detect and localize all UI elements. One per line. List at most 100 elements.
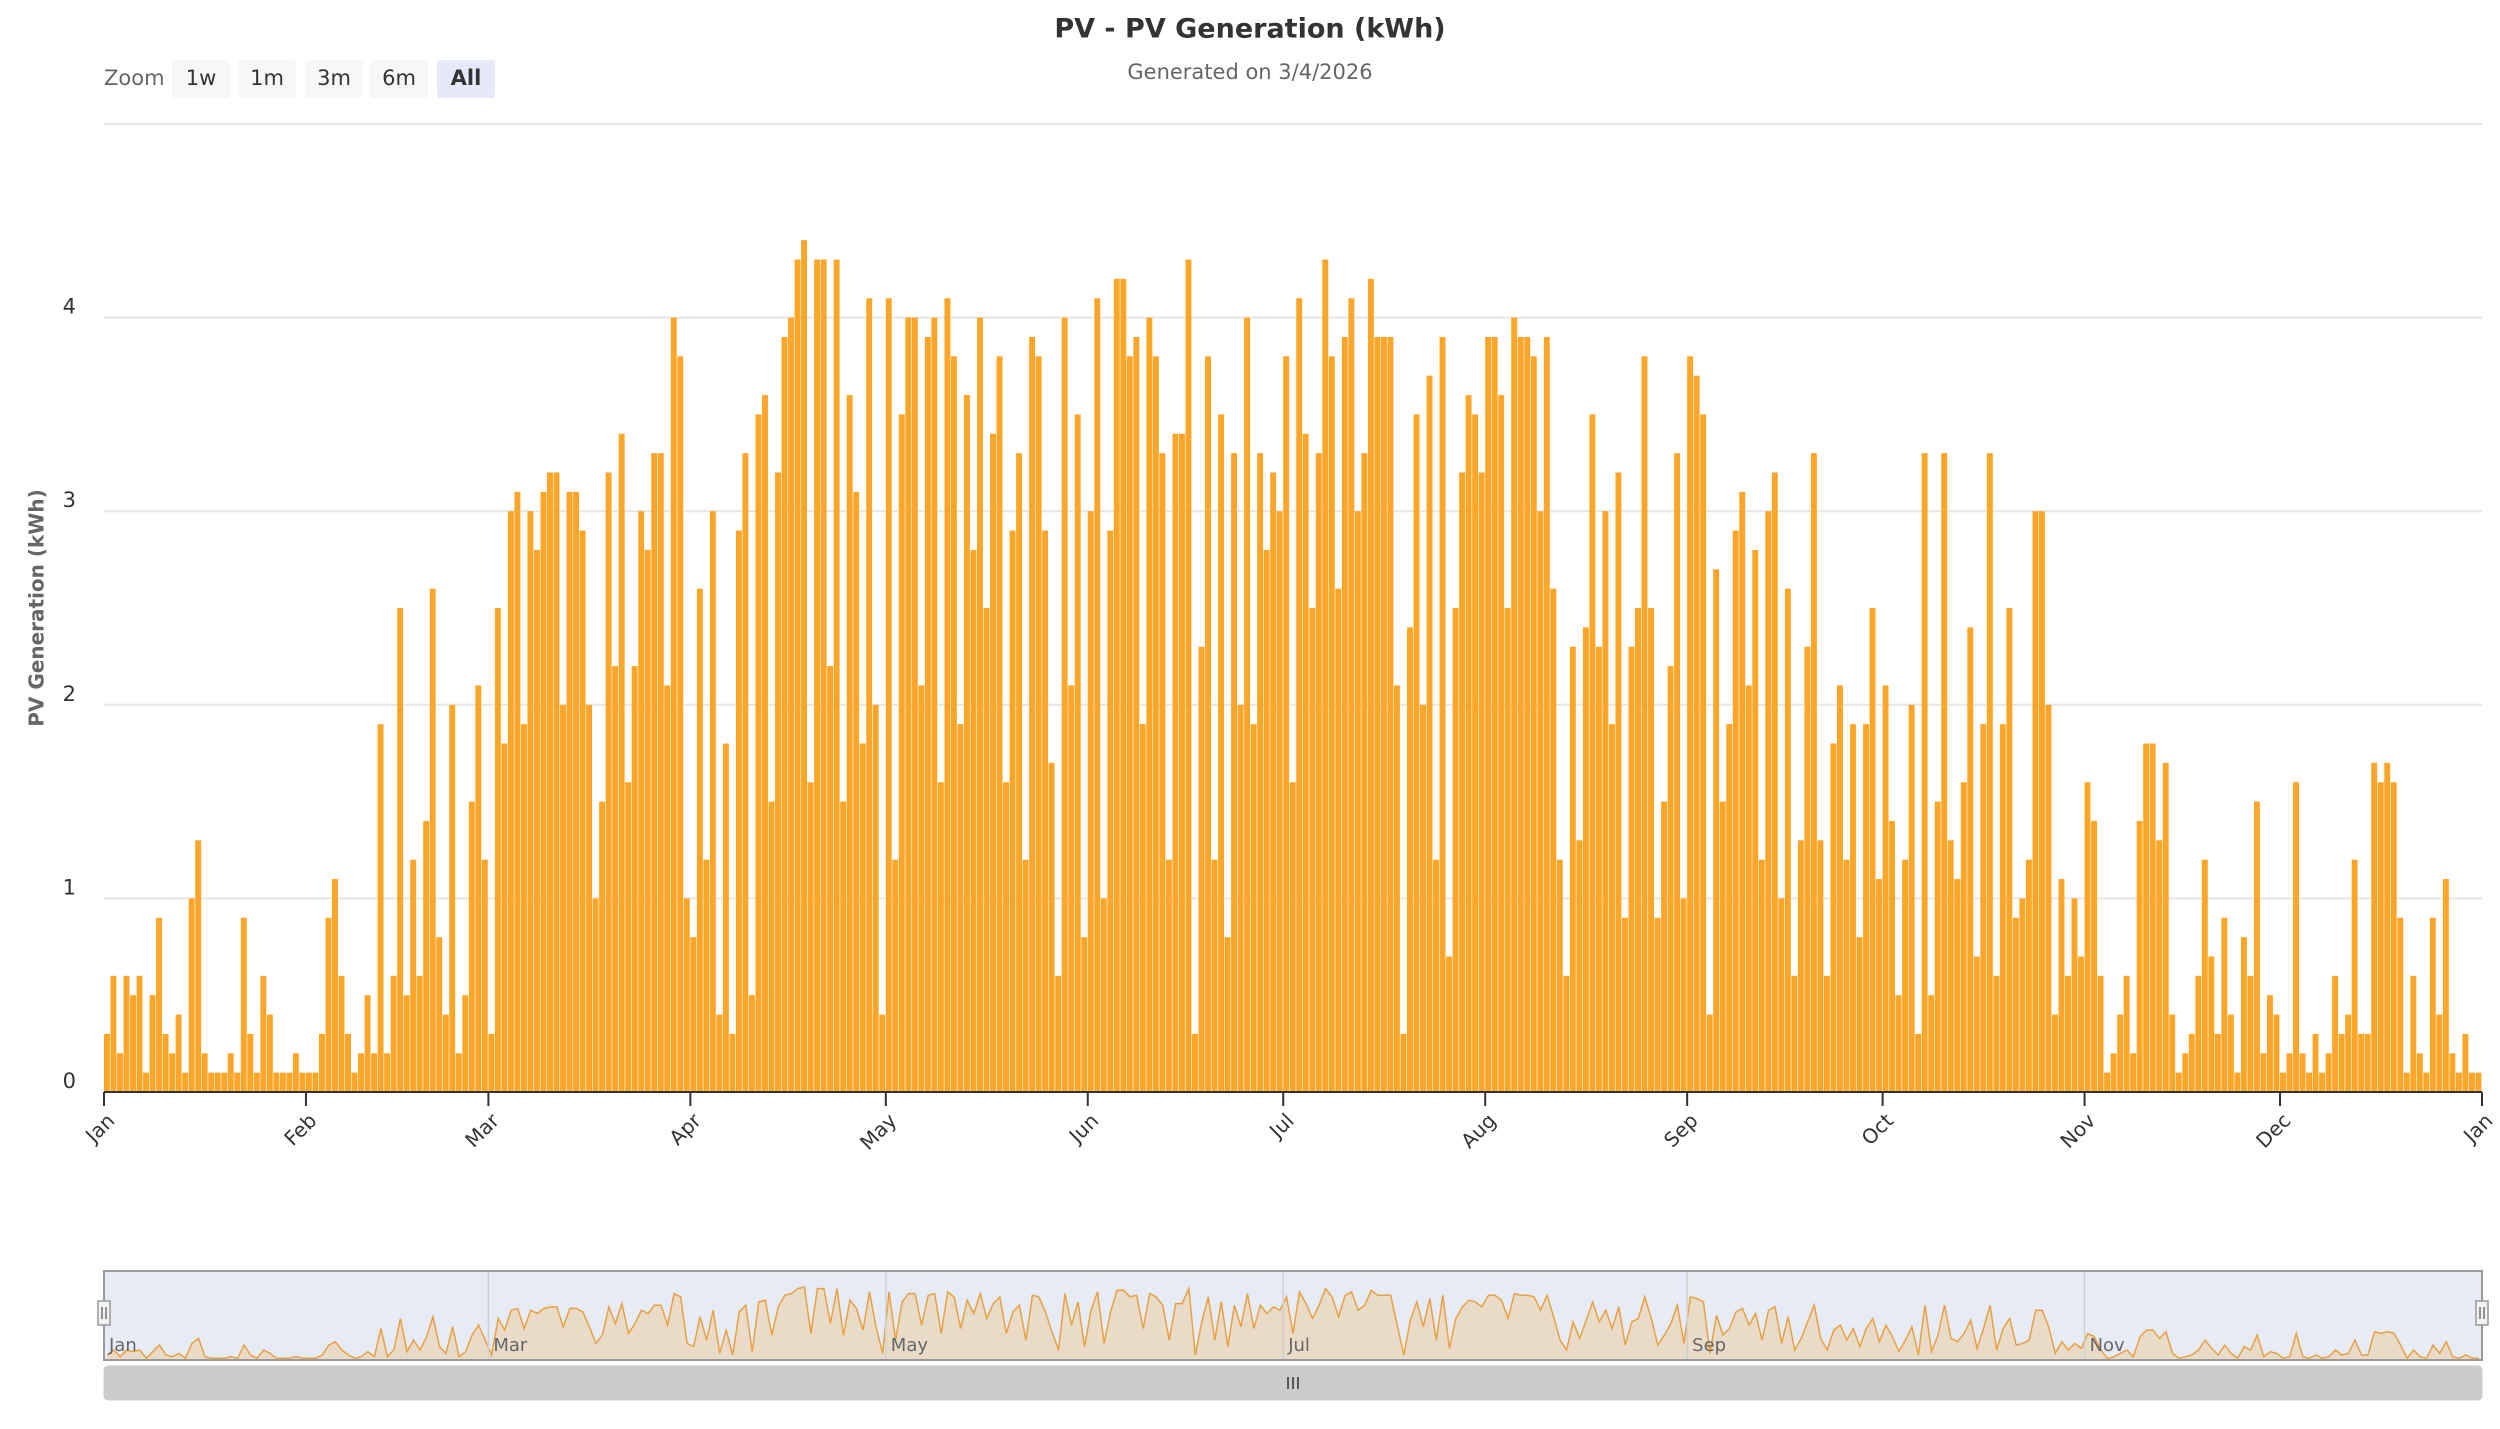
y-tick-label: 4 [63,295,76,319]
bar [286,1072,293,1092]
bar [781,336,788,1093]
bar [638,511,645,1092]
bar [1921,453,1928,1092]
zoom-label: Zoom [104,66,165,90]
bar [1185,259,1192,1092]
bar [1941,453,1948,1092]
zoom-button-label[interactable]: 6m [382,66,416,90]
bar [1837,685,1843,1092]
bar [1322,259,1329,1092]
bar [2332,975,2339,1092]
bar [312,1072,319,1092]
navigator-tick-label: Sep [1692,1335,1726,1356]
bar [2110,1053,2117,1092]
bar [879,1014,886,1092]
y-tick-label: 0 [63,1069,76,1093]
bar [762,395,768,1092]
bar [397,608,404,1092]
bar [990,433,996,1092]
bar [1407,627,1413,1092]
zoom-button-label[interactable]: 1m [250,66,284,90]
zoom-button[interactable] [172,60,230,98]
bar [416,975,423,1092]
bar [1126,356,1133,1092]
bar [1902,859,1909,1092]
bar [1915,1033,1922,1092]
x-tick-label: Jan [2457,1108,2497,1148]
bar [1315,453,1322,1092]
zoom-button-label[interactable]: All [451,66,482,90]
bar [1739,491,1746,1093]
bar [1830,743,1837,1092]
bar [2019,898,2026,1092]
bar [2201,859,2208,1092]
bar [279,1072,286,1092]
bar [2097,975,2104,1092]
bar [853,491,860,1093]
bar [1498,395,1505,1092]
bar [234,1072,241,1092]
zoom-button-label[interactable]: 3m [317,66,351,90]
bar [618,433,625,1092]
bar [729,1033,736,1092]
bar [2130,1053,2137,1092]
bar [566,491,573,1093]
bar [1491,336,1498,1093]
bar [507,511,514,1092]
bar [2221,917,2228,1092]
bar [2410,975,2417,1092]
bar [1999,724,2006,1092]
bar [827,666,834,1092]
bar [937,782,944,1092]
bar [1048,762,1055,1092]
bar [240,917,247,1092]
zoom-button[interactable] [370,60,428,98]
bar [1120,278,1127,1092]
bar [1472,414,1479,1092]
navigator-handle[interactable] [2475,1300,2489,1326]
bar [1250,724,1257,1092]
x-tick-label: Feb [279,1108,321,1150]
x-tick-label: Nov [2055,1108,2100,1153]
bar [1556,859,1563,1092]
bar [2123,975,2130,1092]
bar [1810,453,1817,1092]
bar [1622,917,1628,1092]
y-tick-label: 3 [63,488,76,512]
bar [325,917,332,1092]
bar [1771,472,1778,1093]
bar [2397,917,2404,1092]
bar [2442,879,2449,1092]
bar [1387,336,1394,1093]
bar [1139,724,1146,1092]
bar [468,801,475,1092]
bar [1693,375,1700,1092]
bar [1152,356,1159,1092]
bar [1068,685,1075,1092]
zoom-button[interactable] [305,60,363,98]
bar [1341,336,1348,1093]
navigator-handle[interactable] [97,1300,111,1326]
bar [2208,956,2215,1092]
bar [1517,336,1524,1093]
bar [2032,511,2039,1092]
x-tick-label: May [855,1108,901,1154]
bar [182,1072,189,1092]
zoom-button-label[interactable]: 1w [186,66,217,90]
bar [2364,1033,2371,1092]
bar [1335,588,1342,1092]
bar [318,1033,325,1092]
bar [2247,975,2254,1092]
bar [944,298,951,1092]
bar [2377,782,2384,1092]
bar [2345,1014,2352,1092]
zoom-button[interactable] [238,60,296,98]
bar [1452,608,1459,1092]
bar [1172,433,1179,1092]
zoom-button[interactable] [437,60,495,98]
bar [1211,859,1218,1092]
bar [977,317,983,1093]
bar [612,666,619,1092]
bar [1530,356,1537,1092]
bar [2052,1014,2058,1092]
